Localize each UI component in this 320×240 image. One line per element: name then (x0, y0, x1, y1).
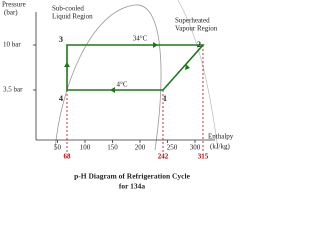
diagram: Pressure (bar) 10 bar 3.5 bar 50 100 150… (2, 0, 234, 191)
pressure-label: 3.5 bar (3, 86, 23, 94)
refrigeration-cycle (66, 44, 205, 91)
saturation-dome (54, 4, 162, 151)
x-tick-label: 250 (167, 144, 178, 152)
x-tick-label: 150 (107, 144, 118, 152)
pressure-label: 10 bar (3, 41, 21, 49)
region-label: Superheated (175, 17, 210, 25)
x-tick-label: 300 (190, 144, 201, 152)
enthalpy-value: 242 (158, 153, 169, 161)
temperature-label: 34°C (133, 35, 148, 43)
x-label: (kJ/kg) (210, 143, 231, 151)
point-label: 2 (197, 40, 201, 49)
point-label: 1 (163, 94, 167, 103)
flow-arrows (64, 42, 190, 93)
temperature-label: 4°C (117, 81, 128, 89)
x-tick-label: 50 (54, 144, 62, 152)
isentrope (177, 0, 219, 151)
y-label: Pressure (2, 1, 26, 9)
region-label: Sub-cooled (52, 5, 84, 13)
caption: p-H Diagram of Refrigeration Cycle (74, 172, 190, 181)
region-label: Liquid Region (52, 13, 93, 21)
x-label: Enthalpy (208, 133, 234, 141)
x-tick-label: 200 (135, 144, 146, 152)
enthalpy-value: 315 (198, 153, 209, 161)
x-tick-label: 100 (80, 144, 91, 152)
enthalpy-guides (66, 45, 204, 152)
x-tick-marks (33, 44, 196, 143)
point-label: 3 (59, 35, 63, 44)
point-label: 4 (59, 94, 63, 103)
region-label: Vapour Region (175, 25, 218, 33)
y-label: (bar) (4, 9, 18, 17)
caption: for 134a (119, 182, 146, 191)
enthalpy-value: 68 (64, 153, 72, 161)
